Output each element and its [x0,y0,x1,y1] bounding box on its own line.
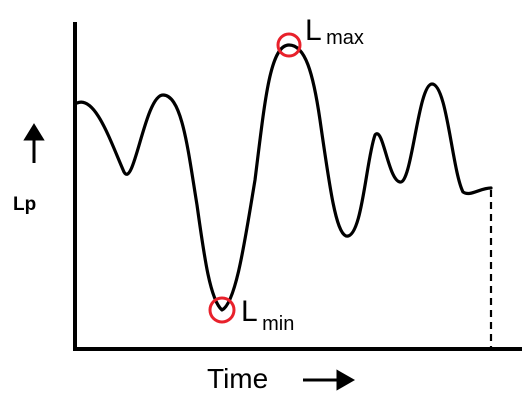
min-marker-circle [208,296,236,324]
max-annotation: L max [305,14,364,49]
min-annotation: L min [241,295,294,335]
max-marker-circle [276,32,302,58]
y-axis-label: Lp [13,194,36,215]
max-annotation-sub: max [326,27,364,49]
signal-curve [75,43,493,312]
max-annotation-main: L [305,14,322,47]
right-arrow-icon [303,369,356,391]
up-arrow-icon [23,123,45,163]
min-annotation-main: L [241,295,258,328]
min-annotation-sub: min [262,313,294,335]
x-axis-label: Time [207,363,268,394]
